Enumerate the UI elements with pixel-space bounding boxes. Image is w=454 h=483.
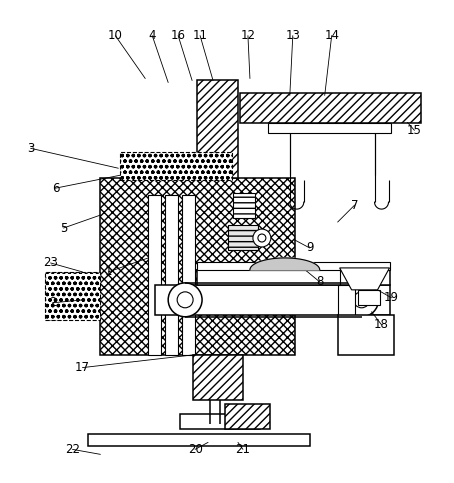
Text: 10: 10 — [108, 29, 123, 42]
Text: 6: 6 — [52, 182, 59, 195]
Text: 9: 9 — [306, 242, 314, 255]
Bar — [182, 195, 195, 355]
Text: 21: 21 — [236, 443, 251, 456]
Text: 13: 13 — [286, 29, 300, 42]
Circle shape — [177, 292, 193, 308]
Text: 12: 12 — [241, 29, 256, 42]
Text: 14: 14 — [324, 29, 339, 42]
Bar — [197, 270, 390, 285]
Bar — [148, 195, 161, 355]
Polygon shape — [340, 268, 390, 290]
Text: 7: 7 — [351, 199, 358, 212]
Text: 16: 16 — [171, 29, 186, 42]
Circle shape — [168, 283, 202, 317]
Bar — [338, 315, 395, 355]
Bar — [268, 123, 391, 133]
Text: 3: 3 — [27, 142, 35, 155]
Bar — [100, 178, 295, 355]
Bar — [193, 355, 243, 399]
Bar — [120, 152, 232, 180]
Text: 5: 5 — [60, 222, 67, 235]
Circle shape — [354, 292, 370, 308]
Bar — [155, 285, 390, 315]
Text: 1: 1 — [104, 265, 112, 278]
Text: 8: 8 — [316, 275, 323, 288]
Circle shape — [258, 234, 266, 242]
Text: 18: 18 — [374, 318, 389, 331]
Text: 2: 2 — [49, 296, 56, 309]
Bar — [338, 285, 355, 320]
Bar — [44, 272, 100, 320]
Text: 15: 15 — [407, 124, 422, 137]
Bar — [165, 195, 178, 355]
Text: 4: 4 — [148, 29, 156, 42]
Bar — [197, 81, 238, 178]
Bar — [89, 434, 310, 446]
Text: 19: 19 — [384, 291, 399, 304]
Text: 22: 22 — [65, 443, 80, 456]
Text: 17: 17 — [75, 361, 90, 374]
Bar — [233, 193, 255, 218]
Bar — [225, 404, 270, 429]
Bar — [228, 225, 258, 250]
Circle shape — [253, 229, 271, 247]
Circle shape — [345, 283, 379, 317]
Text: 20: 20 — [188, 443, 202, 456]
Text: 11: 11 — [192, 29, 207, 42]
Text: 23: 23 — [43, 256, 58, 270]
Polygon shape — [250, 258, 320, 270]
Bar — [358, 290, 380, 305]
Bar — [240, 93, 421, 123]
Bar — [197, 262, 390, 270]
Bar — [180, 414, 260, 429]
